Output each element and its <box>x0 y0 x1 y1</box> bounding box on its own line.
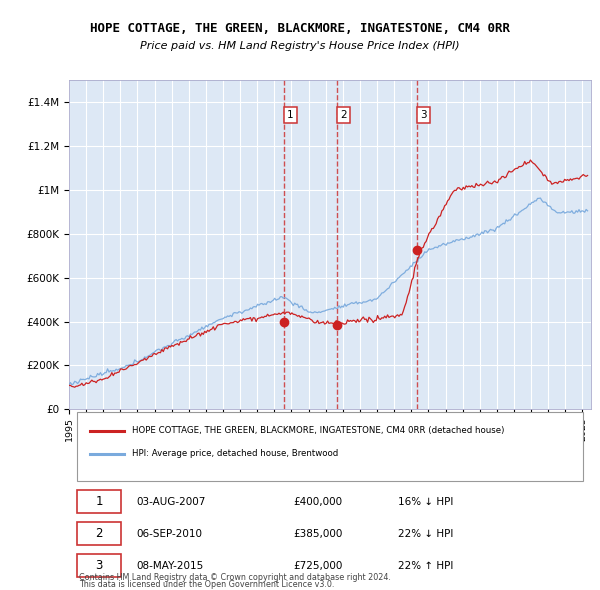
Text: £385,000: £385,000 <box>293 529 343 539</box>
Text: 1: 1 <box>287 110 294 120</box>
Text: 06-SEP-2010: 06-SEP-2010 <box>137 529 203 539</box>
Text: 16% ↓ HPI: 16% ↓ HPI <box>398 497 453 507</box>
FancyBboxPatch shape <box>77 522 121 545</box>
Text: 08-MAY-2015: 08-MAY-2015 <box>137 560 204 571</box>
Text: 03-AUG-2007: 03-AUG-2007 <box>137 497 206 507</box>
Text: 2: 2 <box>95 527 103 540</box>
FancyBboxPatch shape <box>77 490 121 513</box>
Text: HOPE COTTAGE, THE GREEN, BLACKMORE, INGATESTONE, CM4 0RR (detached house): HOPE COTTAGE, THE GREEN, BLACKMORE, INGA… <box>131 426 504 435</box>
Text: Price paid vs. HM Land Registry's House Price Index (HPI): Price paid vs. HM Land Registry's House … <box>140 41 460 51</box>
Text: This data is licensed under the Open Government Licence v3.0.: This data is licensed under the Open Gov… <box>79 580 335 589</box>
Text: 3: 3 <box>420 110 427 120</box>
Text: 1: 1 <box>95 496 103 509</box>
FancyBboxPatch shape <box>77 412 583 481</box>
Text: HOPE COTTAGE, THE GREEN, BLACKMORE, INGATESTONE, CM4 0RR: HOPE COTTAGE, THE GREEN, BLACKMORE, INGA… <box>90 22 510 35</box>
Text: 2: 2 <box>340 110 347 120</box>
Text: HPI: Average price, detached house, Brentwood: HPI: Average price, detached house, Bren… <box>131 450 338 458</box>
Text: £725,000: £725,000 <box>293 560 343 571</box>
Text: 22% ↑ HPI: 22% ↑ HPI <box>398 560 453 571</box>
Text: Contains HM Land Registry data © Crown copyright and database right 2024.: Contains HM Land Registry data © Crown c… <box>79 573 391 582</box>
Text: 3: 3 <box>95 559 103 572</box>
Text: 22% ↓ HPI: 22% ↓ HPI <box>398 529 453 539</box>
Text: £400,000: £400,000 <box>293 497 343 507</box>
FancyBboxPatch shape <box>77 554 121 577</box>
